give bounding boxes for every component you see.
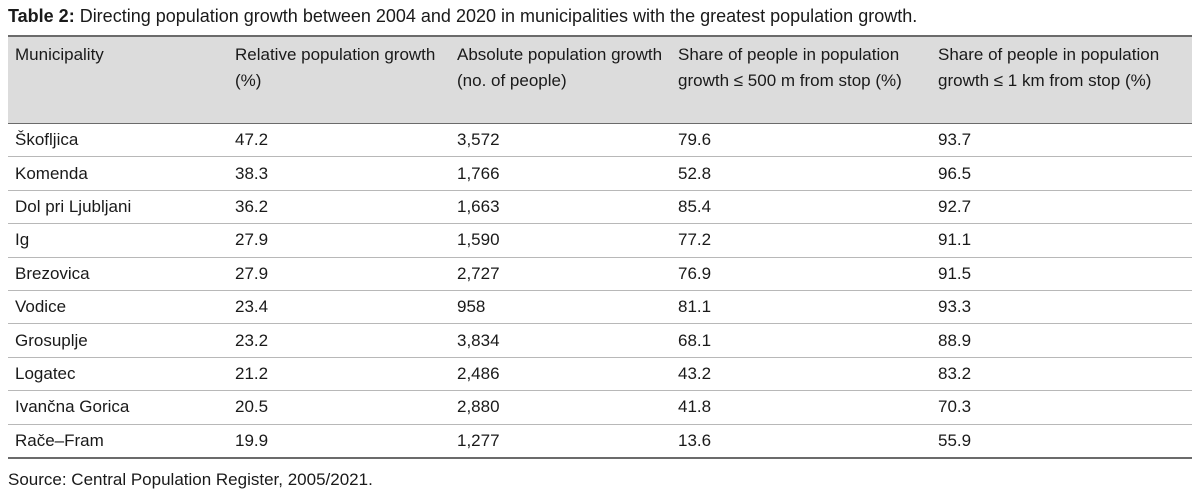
cell-absolute-growth: 2,880 bbox=[450, 390, 671, 425]
cell-municipality: Ivančna Gorica bbox=[8, 390, 228, 425]
cell-relative-growth: 19.9 bbox=[235, 430, 269, 450]
cell-absolute-growth: 1,766 bbox=[450, 156, 671, 191]
cell-share-1km: 91.5 bbox=[931, 257, 1192, 291]
header-share-1km: Share of people in population growth ≤ 1… bbox=[931, 37, 1192, 124]
table-row: Škofljica 47.2 3,572 79.6 93.7 bbox=[8, 123, 1192, 158]
cell-relative-growth: 47.2 bbox=[228, 123, 450, 158]
source-note: Source: Central Population Register, 200… bbox=[8, 470, 373, 489]
table-row: Logatec 21.2 2,486 43.2 83.2 bbox=[8, 357, 1192, 392]
header-absolute-growth: Absolute population growth (no. of peopl… bbox=[450, 37, 671, 124]
cell-share-500m: 13.6 bbox=[678, 430, 712, 450]
table-row: Dol pri Ljubljani 36.2 1,663 85.4 92.7 bbox=[8, 190, 1192, 225]
cell-municipality: Brezovica bbox=[8, 257, 228, 291]
cell-municipality: Grosuplje bbox=[8, 323, 228, 358]
table-body: Škofljica 47.2 3,572 79.6 93.7 Komenda 38.3 1,7… bbox=[8, 123, 1192, 457]
cell-municipality: Ig bbox=[8, 223, 228, 258]
cell-relative-growth: 23.2 bbox=[228, 323, 450, 358]
table-row: Komenda 38.3 1,766 52.8 96.5 bbox=[8, 156, 1192, 191]
cell-municipality: Škofljica bbox=[8, 123, 228, 158]
cell-relative-growth: 23.4 bbox=[228, 290, 450, 325]
cell-absolute-growth: 2,727 bbox=[450, 257, 671, 291]
cell-absolute-growth: 2,486 bbox=[450, 357, 671, 392]
cell-share-500m: 68.1 bbox=[671, 323, 931, 358]
cell-municipality: Rače–Fram bbox=[15, 430, 104, 450]
cell-municipality: Vodice bbox=[8, 290, 228, 325]
cell-absolute-growth: 3,834 bbox=[450, 323, 671, 358]
cell-share-500m: 81.1 bbox=[671, 290, 931, 325]
cell-relative-growth: 27.9 bbox=[228, 257, 450, 291]
cell-share-1km: 83.2 bbox=[931, 357, 1192, 392]
cell-relative-growth: 36.2 bbox=[228, 190, 450, 225]
cell-share-1km: 93.3 bbox=[931, 290, 1192, 325]
cell-relative-growth: 21.2 bbox=[228, 357, 450, 392]
cell-share-500m: 77.2 bbox=[671, 223, 931, 258]
cell-share-500m: 79.6 bbox=[671, 123, 931, 158]
cell-relative-growth: 27.9 bbox=[228, 223, 450, 258]
table-row: Vodice 23.4 958 81.1 93.3 bbox=[8, 290, 1192, 325]
cell-share-500m: 85.4 bbox=[671, 190, 931, 225]
cell-share-1km: 96.5 bbox=[931, 156, 1192, 191]
cell-absolute-growth: 958 bbox=[450, 290, 671, 325]
cell-share-500m: 41.8 bbox=[671, 390, 931, 425]
cell-share-1km: 93.7 bbox=[931, 123, 1192, 158]
cell-municipality: Dol pri Ljubljani bbox=[8, 190, 228, 225]
cell-share-1km: 88.9 bbox=[931, 323, 1192, 358]
table-caption-text: Directing population growth between 2004… bbox=[74, 6, 918, 26]
table-caption: Table 2: Directing population growth bet… bbox=[8, 3, 917, 29]
cell-absolute-growth: 3,572 bbox=[450, 123, 671, 158]
cell-share-500m: 52.8 bbox=[671, 156, 931, 191]
table-row: Rače–Fram 19.9 1,277 13.6 55.9 bbox=[8, 424, 1192, 457]
cell-share-500m: 43.2 bbox=[671, 357, 931, 392]
table-row: Brezovica 27.9 2,727 76.9 91.5 bbox=[8, 257, 1192, 291]
cell-share-1km: 91.1 bbox=[931, 223, 1192, 258]
table-row: Grosuplje 23.2 3,834 68.1 88.9 bbox=[8, 323, 1192, 358]
cell-relative-growth: 20.5 bbox=[228, 390, 450, 425]
cell-share-500m: 76.9 bbox=[671, 257, 931, 291]
header-relative-growth: Relative population growth (%) bbox=[228, 37, 450, 124]
cell-absolute-growth: 1,277 bbox=[457, 430, 500, 450]
cell-share-1km: 55.9 bbox=[938, 430, 972, 450]
cell-municipality: Logatec bbox=[8, 357, 228, 392]
header-municipality: Municipality bbox=[8, 37, 228, 124]
data-table-container: Municipality Relative population growth … bbox=[8, 35, 1192, 459]
table-row: Ig 27.9 1,590 77.2 91.1 bbox=[8, 223, 1192, 258]
cell-absolute-growth: 1,590 bbox=[450, 223, 671, 258]
table-header: Municipality Relative population growth … bbox=[8, 37, 1192, 124]
cell-share-1km: 92.7 bbox=[931, 190, 1192, 225]
table-row: Ivančna Gorica 20.5 2,880 41.8 70.3 bbox=[8, 390, 1192, 425]
cell-relative-growth: 38.3 bbox=[228, 156, 450, 191]
cell-municipality: Komenda bbox=[8, 156, 228, 191]
header-share-500m: Share of people in population growth ≤ 5… bbox=[671, 37, 931, 124]
table-caption-label: Table 2: bbox=[8, 6, 75, 26]
header-row: Municipality Relative population growth … bbox=[8, 37, 1192, 124]
data-table: Municipality Relative population growth … bbox=[8, 37, 1192, 457]
cell-absolute-growth: 1,663 bbox=[450, 190, 671, 225]
cell-share-1km: 70.3 bbox=[931, 390, 1192, 425]
